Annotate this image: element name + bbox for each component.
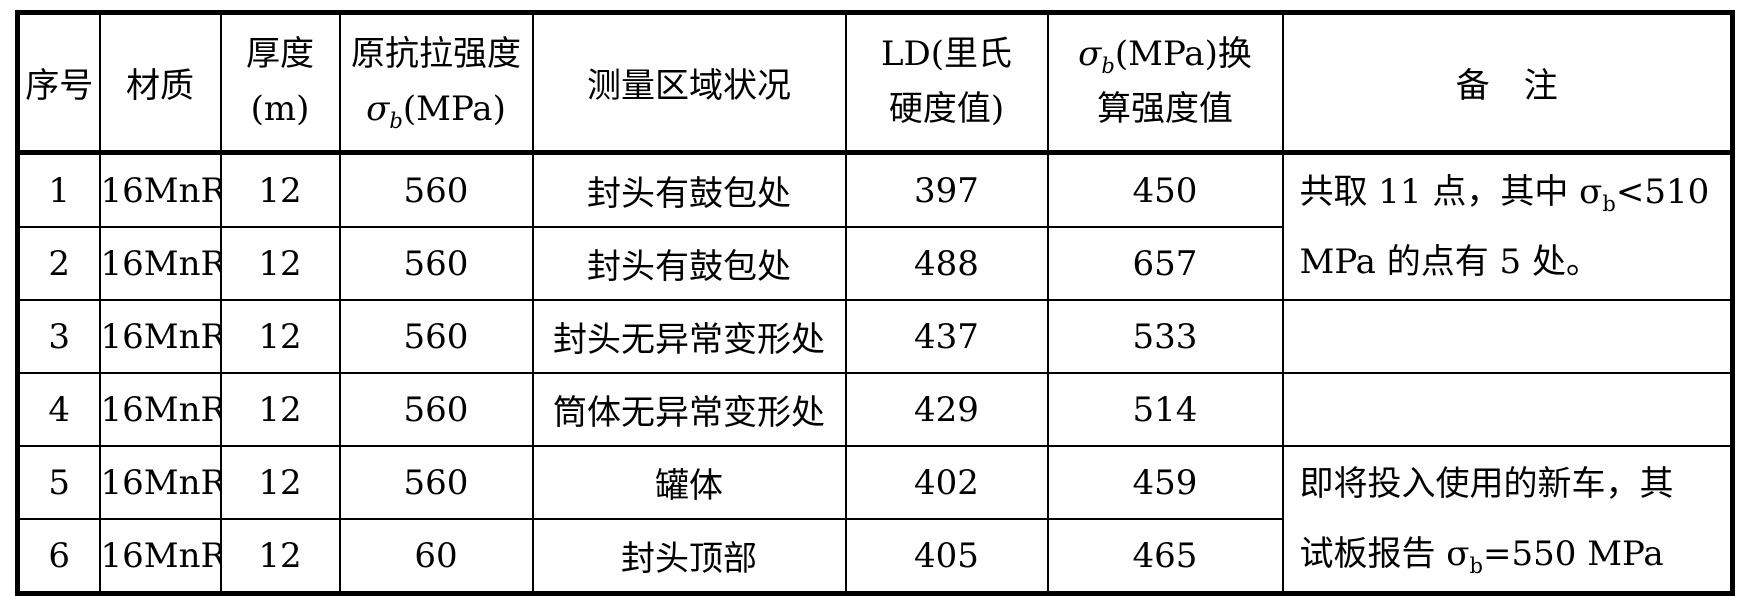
cell-ld-hardness: 402	[844, 445, 1049, 520]
cell-thickness: 12	[219, 518, 341, 595]
cell-area: 罐体	[531, 445, 847, 520]
col-header-orig-strength-line1: 原抗拉强度	[351, 34, 521, 75]
cell-material: 16MnR	[98, 226, 222, 301]
cell-seq: 2	[16, 226, 101, 301]
cell-material: 16MnR	[98, 445, 222, 520]
cell-thickness: 12	[219, 372, 341, 447]
cell-converted-strength: 465	[1046, 518, 1284, 595]
col-header-thickness-line2: (m)	[250, 89, 310, 130]
cell-ld-hardness: 405	[844, 518, 1049, 595]
cell-material: 16MnR	[98, 299, 222, 374]
table-row: 5 16MnR 12 560 罐体 402 459 即将投入使用的新车，其 试板…	[16, 445, 1734, 595]
cell-seq: 5	[16, 445, 101, 520]
remark-line: 试板报告 σb=550 MPa	[1299, 534, 1664, 578]
table-row: 3 16MnR 12 560 封头无异常变形处 437 533	[16, 299, 1734, 374]
cell-area: 封头有鼓包处	[531, 151, 847, 228]
cell-material: 16MnR	[98, 151, 222, 228]
col-header-seq: 序号	[16, 11, 101, 155]
cell-converted-strength: 450	[1046, 151, 1284, 228]
cell-orig-strength: 560	[338, 372, 534, 447]
col-header-thickness: 厚度 (m)	[219, 11, 341, 155]
cell-material: 16MnR	[98, 518, 222, 595]
table-row: 6 16MnR 12 60 封头顶部 405 465	[16, 518, 1733, 595]
remark-line: 共取 11 点，其中 σb<510	[1299, 172, 1710, 216]
cell-seq: 3	[16, 299, 101, 374]
col-header-remarks: 备 注	[1281, 11, 1734, 155]
col-header-ld-hardness: LD(里氏 硬度值)	[844, 11, 1049, 155]
cell-orig-strength: 560	[338, 151, 534, 228]
cell-seq: 1	[16, 151, 101, 228]
cell-thickness: 12	[219, 445, 341, 520]
remarks-cell-rows-1-2: 共取 11 点，其中 σb<510 MPa 的点有 5 处。	[1281, 151, 1734, 301]
col-header-material: 材质	[98, 11, 222, 155]
col-header-orig-strength: 原抗拉强度 σb(MPa)	[338, 11, 534, 155]
col-header-orig-strength-line2: σb(MPa)	[366, 89, 506, 134]
cell-ld-hardness: 429	[844, 372, 1049, 447]
col-header-area-label: 测量区域状况	[587, 66, 791, 106]
cell-orig-strength: 560	[338, 445, 534, 520]
table-row: 4 16MnR 12 560 筒体无异常变形处 429 514	[16, 372, 1734, 447]
cell-material: 16MnR	[98, 372, 222, 447]
cell-converted-strength: 533	[1046, 299, 1284, 374]
cell-ld-hardness: 488	[844, 226, 1049, 301]
col-header-material-label: 材质	[126, 66, 194, 106]
hardness-test-table: 序号 材质 厚度 (m) 原抗拉强度 σb(MPa)	[15, 10, 1735, 596]
col-header-ld-line2: 硬度值)	[888, 89, 1005, 130]
cell-seq: 6	[16, 518, 101, 595]
cell-orig-strength: 60	[338, 518, 534, 595]
table-row: 1 16MnR 12 560 封头有鼓包处 397 450 共取 11 点，其中…	[16, 151, 1734, 301]
cell-area: 封头无异常变形处	[531, 299, 847, 374]
remarks-cell-row-4	[1281, 372, 1734, 447]
col-header-converted-line2: 算强度值	[1097, 89, 1233, 130]
table-header-row: 序号 材质 厚度 (m) 原抗拉强度 σb(MPa)	[16, 11, 1734, 155]
cell-area: 筒体无异常变形处	[531, 372, 847, 447]
cell-thickness: 12	[219, 151, 341, 228]
col-header-thickness-line1: 厚度	[246, 34, 314, 75]
cell-converted-strength: 514	[1046, 372, 1284, 447]
remark-line: MPa 的点有 5 处。	[1299, 242, 1601, 282]
cell-orig-strength: 560	[338, 299, 534, 374]
remarks-cell-rows-5-6: 即将投入使用的新车，其 试板报告 σb=550 MPa	[1281, 445, 1734, 595]
col-header-seq-label: 序号	[25, 66, 94, 106]
cell-thickness: 12	[219, 226, 341, 301]
cell-ld-hardness: 437	[844, 299, 1049, 374]
cell-converted-strength: 657	[1046, 226, 1284, 301]
cell-thickness: 12	[219, 299, 341, 374]
cell-orig-strength: 560	[338, 226, 534, 301]
remark-line: 即将投入使用的新车，其	[1299, 464, 1674, 504]
remarks-cell-row-3	[1281, 299, 1734, 374]
cell-ld-hardness: 397	[844, 151, 1049, 228]
cell-area: 封头有鼓包处	[531, 226, 847, 301]
col-header-ld-line1: LD(里氏	[880, 34, 1013, 75]
col-header-converted-line1: σb(MPa)换	[1078, 34, 1252, 79]
col-header-remarks-label: 备 注	[1455, 66, 1558, 106]
table-row: 2 16MnR 12 560 封头有鼓包处 488 657	[16, 226, 1733, 301]
cell-converted-strength: 459	[1046, 445, 1284, 520]
col-header-area: 测量区域状况	[531, 11, 847, 155]
cell-seq: 4	[16, 372, 101, 447]
cell-area: 封头顶部	[531, 518, 847, 595]
col-header-converted-strength: σb(MPa)换 算强度值	[1046, 11, 1284, 155]
